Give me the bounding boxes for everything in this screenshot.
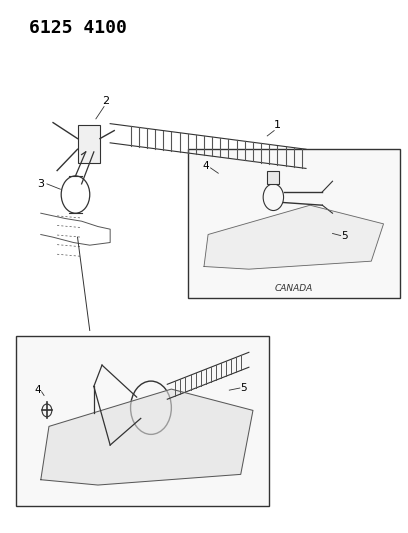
- Text: 6125 4100: 6125 4100: [29, 19, 126, 37]
- Text: CANADA: CANADA: [275, 285, 313, 293]
- Polygon shape: [204, 205, 384, 269]
- Text: 3: 3: [37, 179, 44, 189]
- Text: 5: 5: [341, 231, 348, 240]
- Text: 4: 4: [35, 385, 41, 395]
- Text: 5: 5: [241, 383, 247, 393]
- Polygon shape: [41, 389, 253, 485]
- Bar: [267, 171, 279, 184]
- Text: 1: 1: [274, 119, 281, 130]
- Text: 4: 4: [203, 161, 209, 171]
- Bar: [16, 336, 269, 506]
- FancyBboxPatch shape: [78, 125, 100, 163]
- Bar: [188, 149, 400, 298]
- Text: 2: 2: [102, 95, 110, 106]
